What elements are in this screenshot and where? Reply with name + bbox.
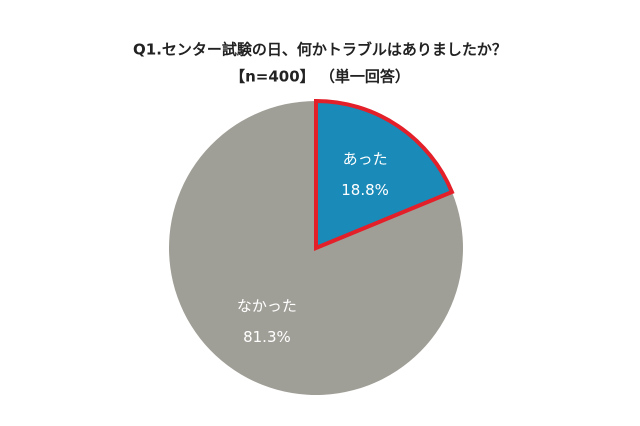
pie-slice: [314, 98, 455, 251]
chart-subtitle: 【n=400】 （単一回答）: [230, 68, 410, 86]
slice-category-label: なかった: [237, 297, 297, 315]
chart-title: Q1.センター試験の日、何かトラブルはありましたか？: [133, 41, 507, 59]
slice-category-label: あった: [343, 150, 388, 168]
slice-value-label: 18.8%: [341, 181, 389, 199]
slice-value-label: 81.3%: [243, 328, 291, 346]
